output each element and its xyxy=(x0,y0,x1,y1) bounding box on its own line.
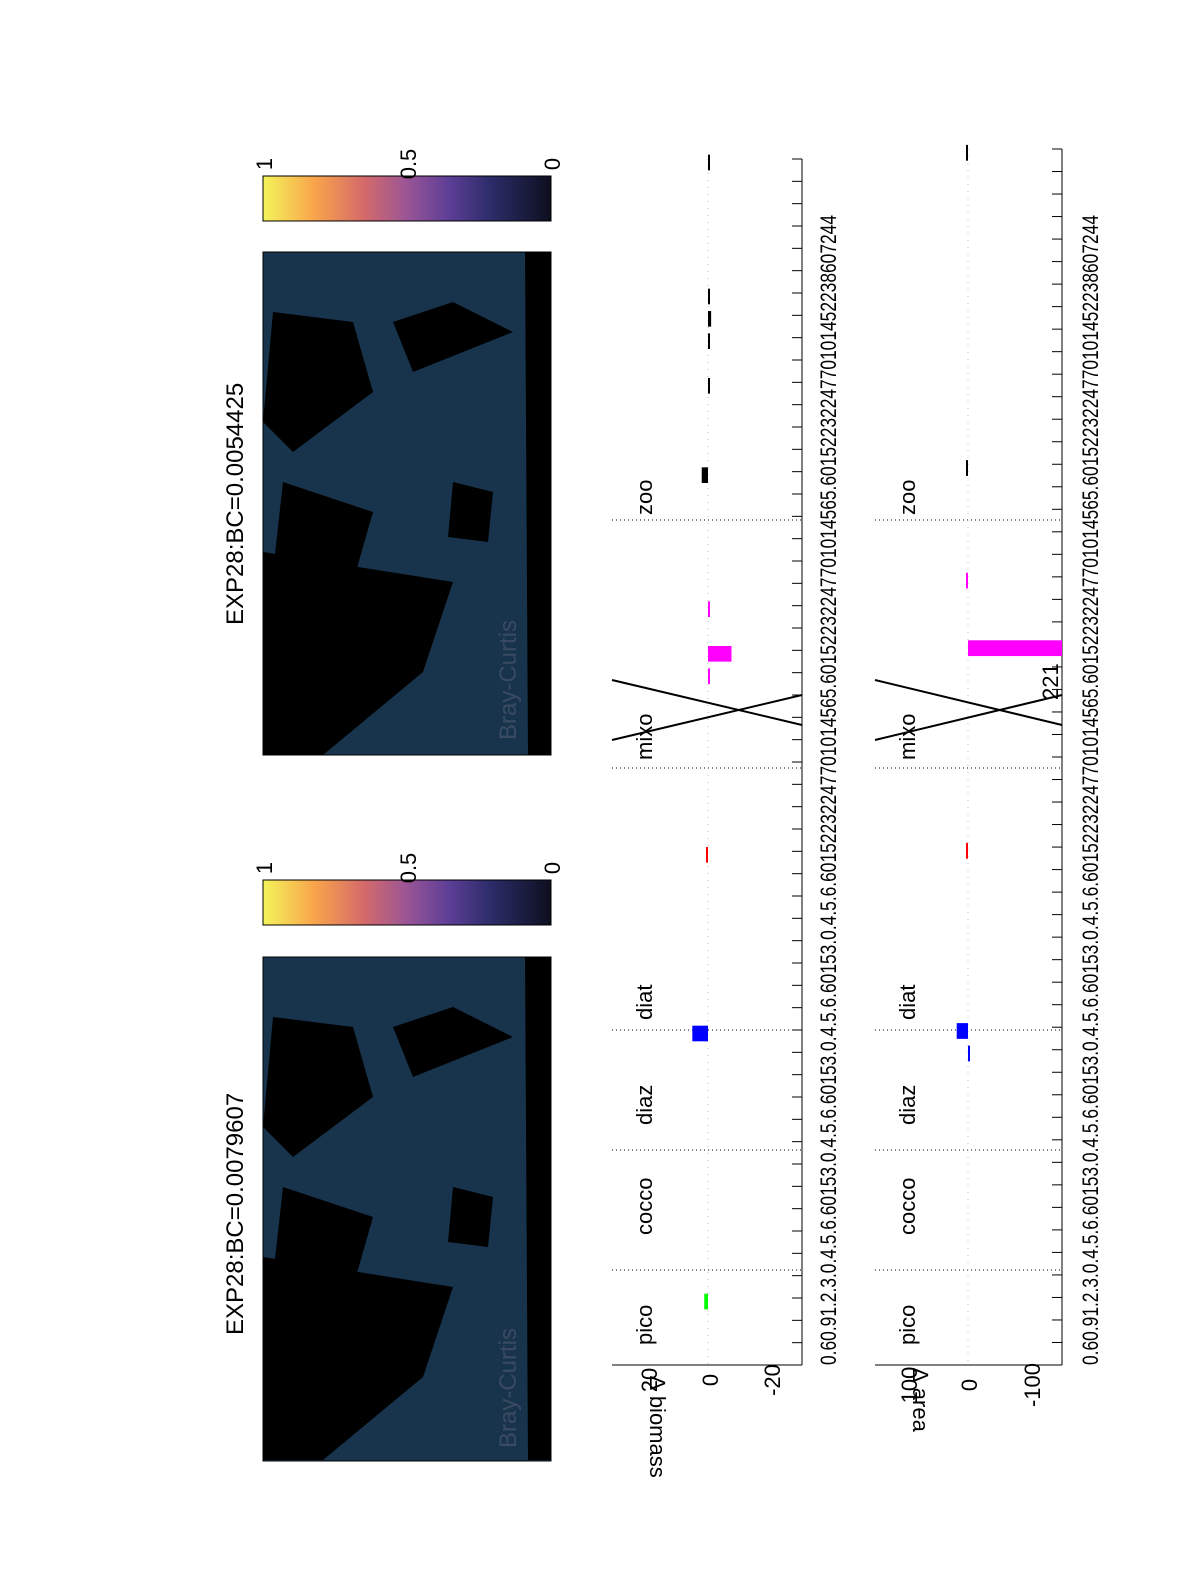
chart-0-group-label-diaz: diaz xyxy=(632,1085,657,1125)
chart-1-group-label-pico: pico xyxy=(895,1305,920,1345)
chart-1-annotation: 221 xyxy=(1038,663,1063,700)
colorbar-2-tick-2: 0.5 xyxy=(396,149,421,180)
map2-land-1 xyxy=(263,552,453,755)
chart-0-bar-8 xyxy=(708,333,710,349)
chart-1-group-label-zoo: zoo xyxy=(895,480,920,515)
map-title-1: EXP28:BC=0.0079607 xyxy=(222,1093,249,1335)
map-label-2: Bray-Curtis xyxy=(495,620,522,740)
bray-curtis-map-2: Bray-Curtis xyxy=(262,251,552,756)
chart-1-group-label-mixo: mixo xyxy=(895,714,920,760)
chart-0-bar-3 xyxy=(708,646,732,662)
colorbar-2-tick-1: 1 xyxy=(252,158,277,170)
chart-1-bar-5 xyxy=(966,460,968,476)
chart-1-bar-4 xyxy=(966,572,968,589)
map1-land-2 xyxy=(273,1187,373,1287)
chart-0-group-label-cocco: cocco xyxy=(632,1178,657,1235)
chart-0-cross-a xyxy=(611,679,803,726)
map1-land-5 xyxy=(393,1007,513,1077)
chart-1-bar-3 xyxy=(968,640,1062,657)
chart-1-bar-0 xyxy=(968,1045,970,1062)
map1-land-0 xyxy=(525,957,551,1460)
colorbar-1-tick-3: 0 xyxy=(540,862,565,874)
map-title-2: EXP28:BC=0.0054425 xyxy=(222,383,249,625)
chart-0-cross-b xyxy=(611,694,803,741)
chart-1-cross-a xyxy=(874,679,1063,726)
bray-curtis-map-1: Bray-Curtis xyxy=(262,956,552,1462)
chart-1-bar-1 xyxy=(956,1023,968,1039)
map2-land-4 xyxy=(263,312,373,452)
map-label-1: Bray-Curtis xyxy=(495,1328,522,1448)
chart-0-bar-6 xyxy=(701,467,708,483)
biomass-bar-chart: ∆ biomass 20 0 -20 pico cocco diaz diat mixo… xyxy=(611,154,841,1478)
chart-0-bar-9 xyxy=(708,311,712,327)
chart-0-bar-11 xyxy=(708,154,710,171)
map2-land-3 xyxy=(448,482,493,542)
colorbar-1-tick-2: 0.5 xyxy=(396,853,421,884)
chart-1-group-label-diat: diat xyxy=(895,985,920,1020)
chart-1-group-label-cocco: cocco xyxy=(895,1178,920,1235)
area-ytick-1: 100 xyxy=(897,1367,922,1404)
chart-1-cross-b xyxy=(874,694,1063,741)
area-row-tick-labels: 0.60.91.2.3.0.4.5.6.60153.0.4.5.6.60153.… xyxy=(1078,215,1103,1365)
area-ytick-3: -100 xyxy=(1020,1363,1045,1407)
biomass-ytick-3: -20 xyxy=(760,1364,785,1396)
colorbar-1: 1 0.5 0 xyxy=(252,853,565,926)
chart-0-group-label-pico: pico xyxy=(632,1305,657,1345)
map1-land-4 xyxy=(263,1017,373,1157)
biomass-ytick-1: 20 xyxy=(637,1368,662,1392)
chart-1-group-label-diaz: diaz xyxy=(895,1085,920,1125)
map1-land-1 xyxy=(263,1257,453,1460)
map2-land-2 xyxy=(273,482,373,582)
area-ytick-2: 0 xyxy=(957,1379,982,1391)
area-bar-chart: ∆ area 100 0 -100 pico cocco diaz diat mixo z… xyxy=(874,144,1103,1433)
chart-1-bar-6 xyxy=(966,144,968,161)
chart-0-bar-5 xyxy=(708,601,710,617)
chart-1-bar-2 xyxy=(966,842,968,859)
chart-0-bar-2 xyxy=(706,847,708,863)
map2-land-0 xyxy=(525,252,551,755)
chart-0-bar-1 xyxy=(692,1025,708,1042)
biomass-ytick-2: 0 xyxy=(698,1374,723,1386)
biomass-ylabel: ∆ biomass xyxy=(645,1376,670,1478)
biomass-row-tick-labels: 0.60.91.2.3.0.4.5.6.60153.0.4.5.6.60153.… xyxy=(816,215,841,1365)
chart-0-bar-4 xyxy=(708,668,710,684)
chart-0-bar-10 xyxy=(708,288,710,305)
chart-0-bar-0 xyxy=(704,1293,708,1310)
chart-0-group-label-diat: diat xyxy=(632,985,657,1020)
colorbar-2-tick-3: 0 xyxy=(540,158,565,170)
colorbar-2: 1 0.5 0 xyxy=(252,149,565,222)
chart-0-bar-7 xyxy=(708,378,710,394)
map1-land-3 xyxy=(448,1187,493,1247)
area-ylabel: ∆ area xyxy=(908,1368,933,1432)
chart-0-group-label-mixo: mixo xyxy=(632,714,657,760)
map2-land-5 xyxy=(393,302,513,372)
colorbar-1-tick-1: 1 xyxy=(252,862,277,874)
chart-0-group-label-zoo: zoo xyxy=(632,480,657,515)
